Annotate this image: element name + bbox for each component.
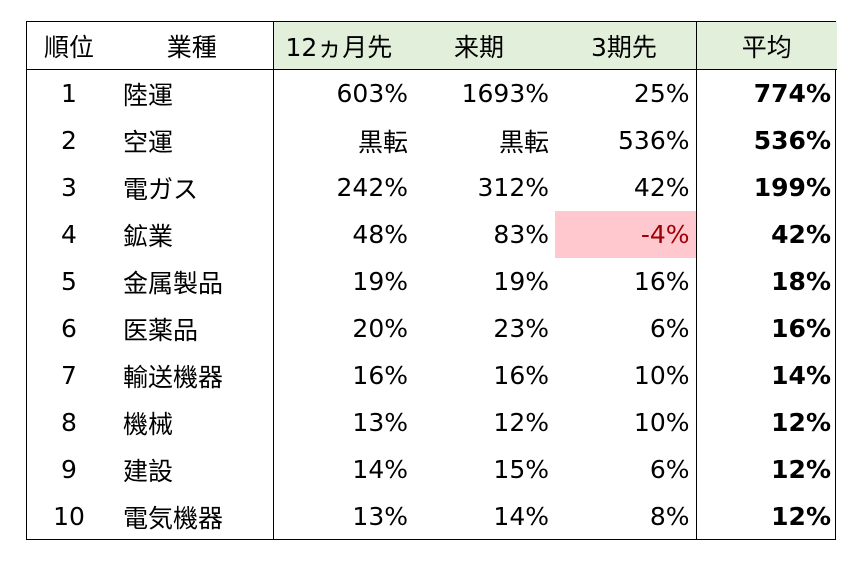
- table-row: 1 陸運 603% 1693% 25% 774%: [27, 69, 837, 117]
- months12-value-cell: 48%: [272, 211, 414, 258]
- rank-cell: 1: [61, 79, 77, 108]
- rank-cell: 9: [61, 455, 77, 484]
- header-12-months-ahead: 12ヵ月先: [272, 22, 414, 70]
- header-three-terms-ahead: 3期先: [555, 22, 697, 70]
- average-value-cell: 12%: [771, 455, 831, 484]
- three-terms-value-cell: 8%: [555, 493, 697, 540]
- rank-cell: 7: [61, 361, 77, 390]
- average-value-cell: 18%: [771, 267, 831, 296]
- industry-cell: 電ガス: [123, 174, 199, 204]
- header-next-term: 来期: [414, 22, 555, 70]
- three-terms-value-cell: 25%: [555, 69, 697, 117]
- industry-cell: 輸送機器: [123, 362, 224, 392]
- next-term-value-cell: 312%: [477, 173, 549, 202]
- next-term-value-cell: 黒転: [498, 127, 549, 157]
- rank-cell: 8: [61, 408, 77, 437]
- three-terms-value-cell: 6%: [555, 446, 697, 493]
- average-value-cell: 536%: [753, 126, 831, 155]
- industry-cell: 金属製品: [123, 268, 224, 298]
- header-industry: 業種: [111, 22, 273, 70]
- next-term-value-cell: 19%: [493, 267, 549, 296]
- header-average: 平均: [696, 22, 837, 70]
- three-terms-value-cell: -4%: [555, 211, 697, 258]
- rank-cell: 4: [61, 220, 77, 249]
- three-terms-value-cell: 536%: [555, 117, 697, 164]
- average-value-cell: 774%: [753, 79, 831, 108]
- table-body: 1 陸運 603% 1693% 25% 774% 2 空運 黒転 黒転 536% 536% 3 電ガス 24…: [27, 69, 837, 540]
- months12-value-cell: 13%: [272, 399, 414, 446]
- header-rank: 順位: [27, 22, 111, 70]
- ranking-table-frame: 順位 業種 12ヵ月先 来期 3期先 平均 1 陸運 603% 1693% 25% 774…: [26, 21, 837, 540]
- industry-cell: 陸運: [123, 80, 174, 110]
- table-row: 6 医薬品 20% 23% 6% 16%: [27, 305, 837, 352]
- rank-cell: 3: [61, 173, 77, 202]
- table-row: 7 輸送機器 16% 16% 10% 14%: [27, 352, 837, 399]
- rank-cell: 5: [61, 267, 77, 296]
- next-term-value-cell: 83%: [493, 220, 549, 249]
- industry-cell: 医薬品: [123, 315, 199, 345]
- industry-cell: 空運: [123, 127, 174, 157]
- months12-value-cell: 19%: [272, 258, 414, 305]
- months12-value-cell: 黒転: [272, 117, 414, 164]
- average-value-cell: 16%: [771, 314, 831, 343]
- rank-cell: 10: [53, 502, 85, 531]
- months12-value-cell: 603%: [272, 69, 414, 117]
- three-terms-value-cell: 10%: [555, 399, 697, 446]
- average-value-cell: 12%: [771, 408, 831, 437]
- next-term-value-cell: 12%: [493, 408, 549, 437]
- rank-cell: 2: [61, 126, 77, 155]
- next-term-value-cell: 14%: [493, 502, 549, 531]
- next-term-value-cell: 16%: [493, 361, 549, 390]
- industry-cell: 鉱業: [123, 221, 174, 251]
- average-value-cell: 12%: [771, 502, 831, 531]
- three-terms-value-cell: 6%: [555, 305, 697, 352]
- table-row: 9 建設 14% 15% 6% 12%: [27, 446, 837, 493]
- table-row: 5 金属製品 19% 19% 16% 18%: [27, 258, 837, 305]
- months12-value-cell: 20%: [272, 305, 414, 352]
- months12-value-cell: 14%: [272, 446, 414, 493]
- average-value-cell: 14%: [771, 361, 831, 390]
- next-term-value-cell: 1693%: [461, 79, 549, 108]
- table-row: 8 機械 13% 12% 10% 12%: [27, 399, 837, 446]
- rank-cell: 6: [61, 314, 77, 343]
- table-row: 10 電気機器 13% 14% 8% 12%: [27, 493, 837, 540]
- three-terms-value-cell: 42%: [555, 164, 697, 211]
- months12-value-cell: 242%: [272, 164, 414, 211]
- industry-cell: 建設: [123, 456, 174, 486]
- table-row: 2 空運 黒転 黒転 536% 536%: [27, 117, 837, 164]
- industry-cell: 電気機器: [123, 503, 224, 533]
- header-row: 順位 業種 12ヵ月先 来期 3期先 平均: [27, 22, 837, 70]
- average-value-cell: 199%: [753, 173, 831, 202]
- table-row: 3 電ガス 242% 312% 42% 199%: [27, 164, 837, 211]
- months12-value-cell: 16%: [272, 352, 414, 399]
- industry-ranking-table: 順位 業種 12ヵ月先 来期 3期先 平均 1 陸運 603% 1693% 25% 774…: [27, 22, 837, 540]
- three-terms-value-cell: 10%: [555, 352, 697, 399]
- next-term-value-cell: 15%: [493, 455, 549, 484]
- next-term-value-cell: 23%: [493, 314, 549, 343]
- months12-value-cell: 13%: [272, 493, 414, 540]
- average-value-cell: 42%: [771, 220, 831, 249]
- three-terms-value-cell: 16%: [555, 258, 697, 305]
- industry-cell: 機械: [123, 409, 174, 439]
- table-row: 4 鉱業 48% 83% -4% 42%: [27, 211, 837, 258]
